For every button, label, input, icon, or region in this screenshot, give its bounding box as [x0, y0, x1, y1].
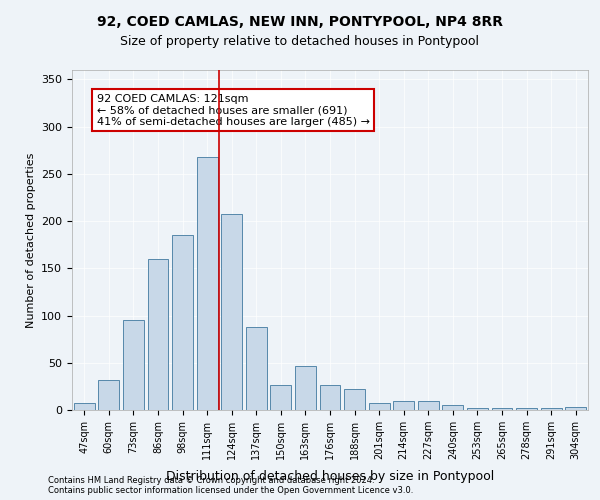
- Bar: [148, 259, 169, 410]
- X-axis label: Distribution of detached houses by size in Pontypool: Distribution of detached houses by size …: [166, 470, 494, 484]
- Text: 92 COED CAMLAS: 121sqm
← 58% of detached houses are smaller (691)
41% of semi-de: 92 COED CAMLAS: 121sqm ← 58% of detached…: [97, 94, 370, 127]
- Bar: [393, 400, 414, 410]
- Y-axis label: Number of detached properties: Number of detached properties: [26, 152, 35, 328]
- Bar: [467, 408, 488, 410]
- Bar: [123, 320, 144, 410]
- Text: Contains HM Land Registry data © Crown copyright and database right 2024.: Contains HM Land Registry data © Crown c…: [48, 476, 374, 485]
- Bar: [418, 400, 439, 410]
- Bar: [221, 214, 242, 410]
- Bar: [197, 157, 218, 410]
- Bar: [368, 404, 389, 410]
- Bar: [344, 389, 365, 410]
- Bar: [320, 384, 340, 410]
- Bar: [442, 406, 463, 410]
- Bar: [246, 327, 267, 410]
- Bar: [172, 236, 193, 410]
- Bar: [74, 404, 95, 410]
- Bar: [516, 408, 537, 410]
- Bar: [491, 408, 512, 410]
- Text: 92, COED CAMLAS, NEW INN, PONTYPOOL, NP4 8RR: 92, COED CAMLAS, NEW INN, PONTYPOOL, NP4…: [97, 15, 503, 29]
- Bar: [565, 407, 586, 410]
- Text: Contains public sector information licensed under the Open Government Licence v3: Contains public sector information licen…: [48, 486, 413, 495]
- Bar: [98, 380, 119, 410]
- Text: Size of property relative to detached houses in Pontypool: Size of property relative to detached ho…: [121, 35, 479, 48]
- Bar: [541, 408, 562, 410]
- Bar: [271, 384, 292, 410]
- Bar: [295, 366, 316, 410]
